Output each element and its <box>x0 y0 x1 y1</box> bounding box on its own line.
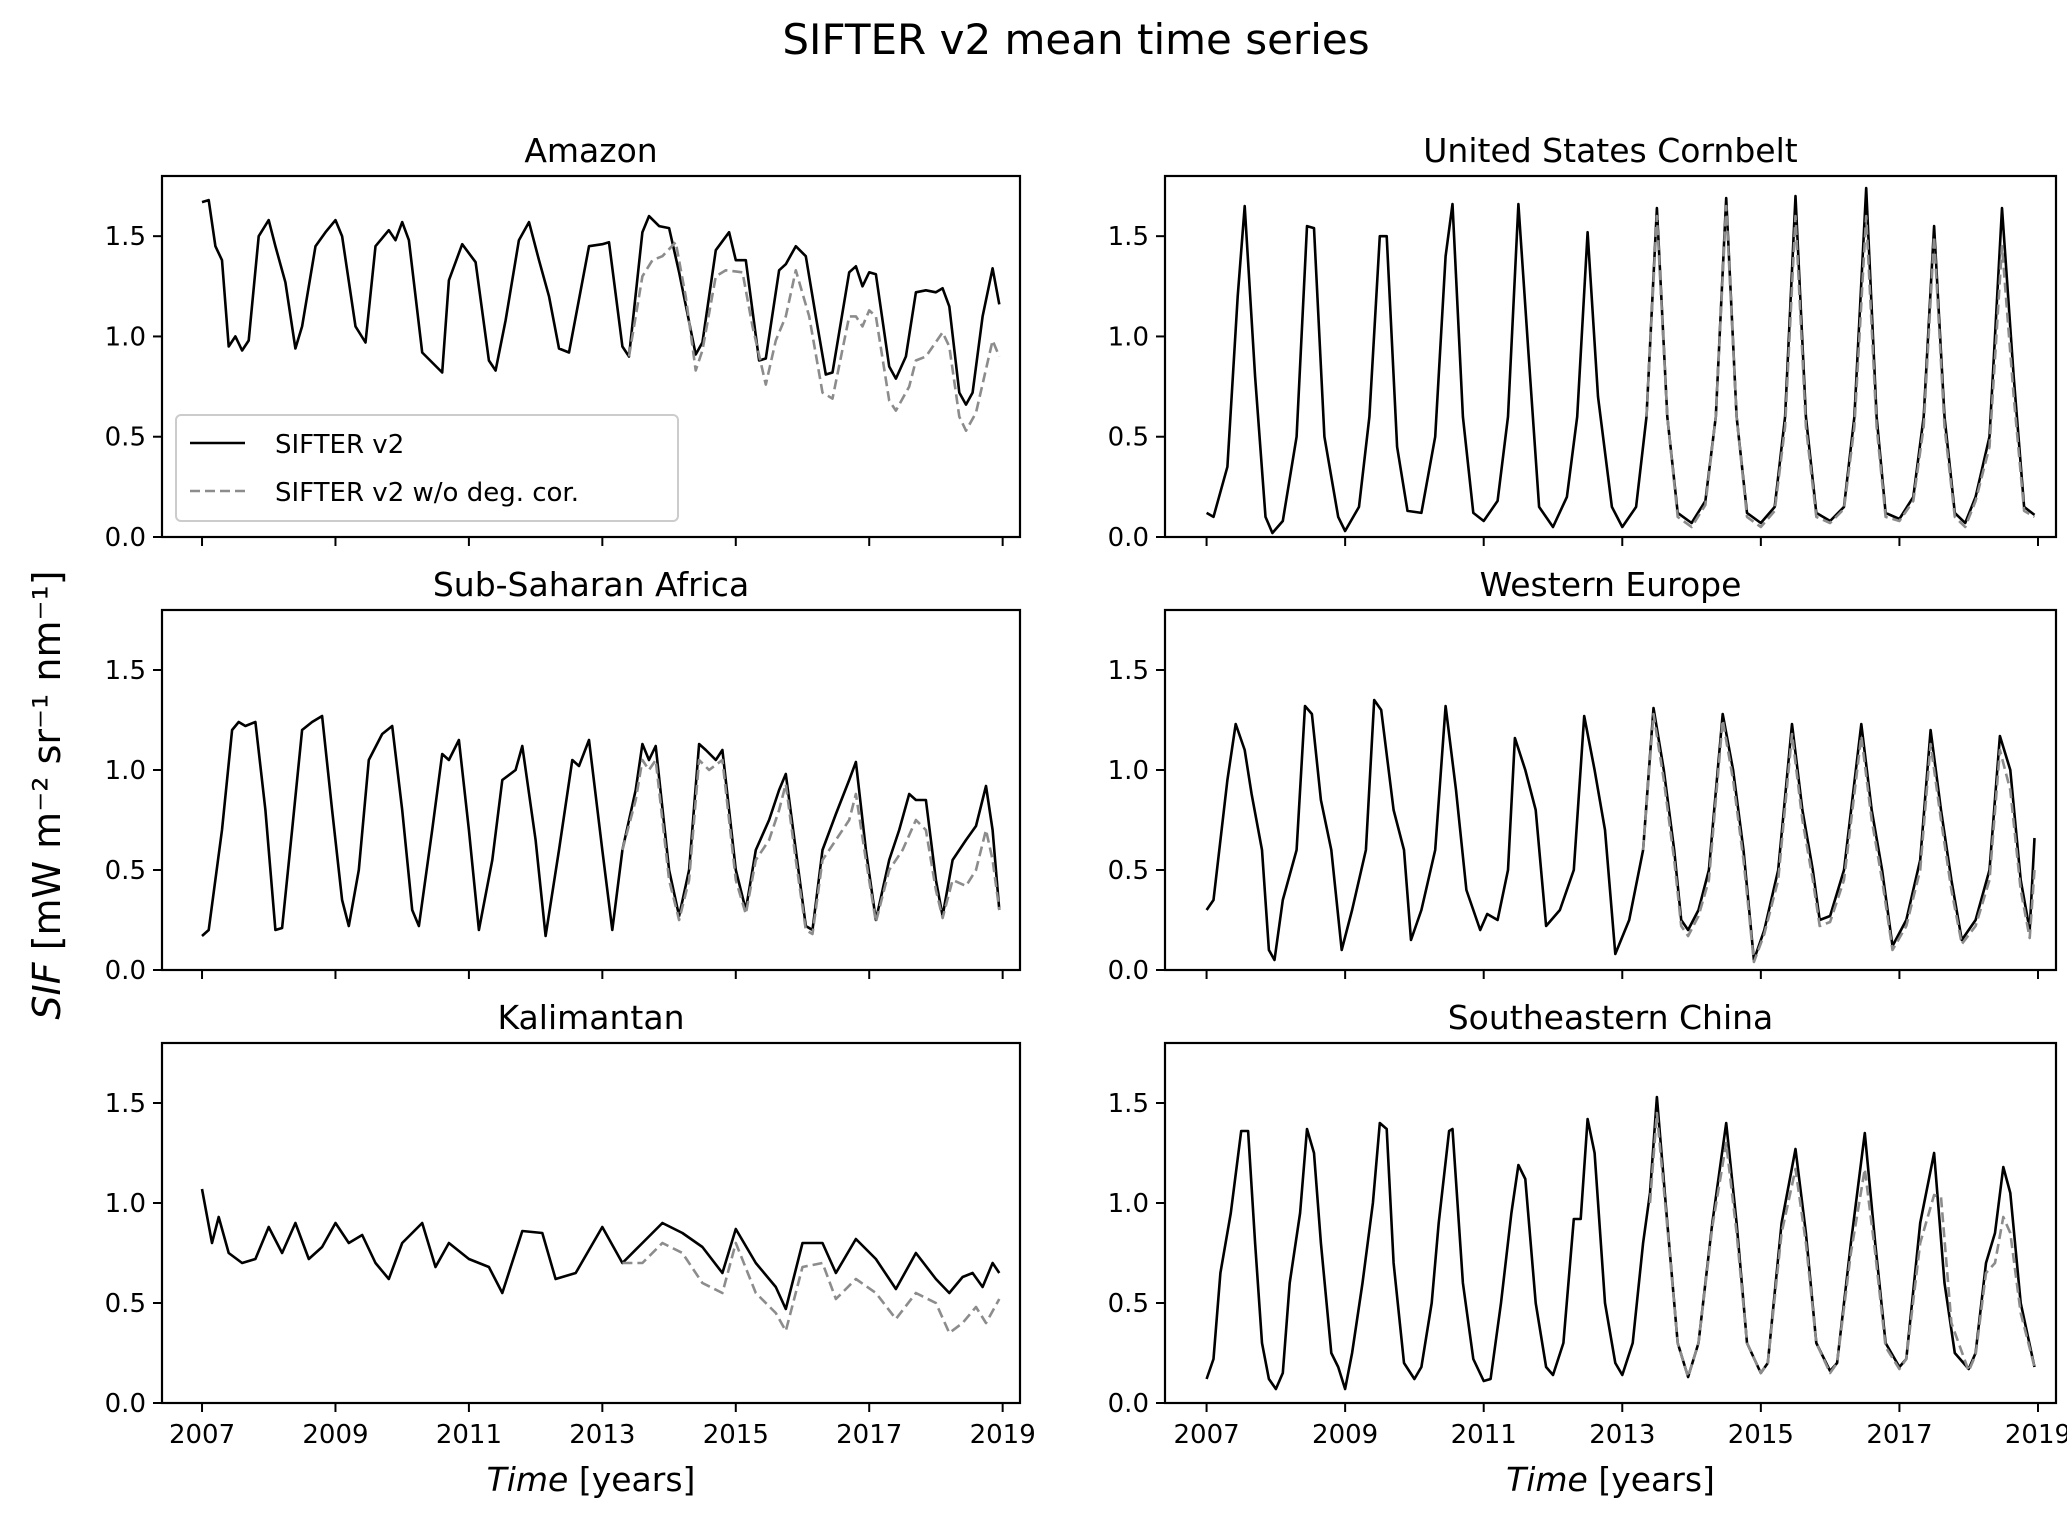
legend-label: SIFTER v2 <box>275 430 404 460</box>
y-tick-label: 1.5 <box>105 656 146 686</box>
x-axis-label: Time [years] <box>1506 1460 1715 1499</box>
legend-label: SIFTER v2 w/o deg. cor. <box>275 478 579 508</box>
y-tick-label: 1.5 <box>105 1089 146 1119</box>
x-tick-label: 2017 <box>1866 1420 1932 1450</box>
x-tick-label: 2017 <box>836 1420 902 1450</box>
x-tick-label: 2011 <box>1451 1420 1517 1450</box>
series-line-sifter-v2 <box>1205 1095 2036 1391</box>
panel-title: Kalimantan <box>498 998 685 1037</box>
x-tick-label: 2019 <box>970 1420 1036 1450</box>
x-tick-label: 2007 <box>169 1420 235 1450</box>
y-tick-label: 0.0 <box>1108 523 1149 553</box>
y-tick-label: 1.0 <box>105 756 146 786</box>
series-line-sifter-v2-no-deg-cor <box>1645 204 2036 529</box>
y-tick-label: 0.5 <box>105 856 146 886</box>
y-tick-label: 1.5 <box>1108 222 1149 252</box>
panel-united-states-cornbelt: United States Cornbelt 0.0 0.5 1.0 1.5 <box>1108 131 2058 553</box>
panel-title: Sub-Saharan Africa <box>433 565 749 604</box>
x-tick-label: 2009 <box>302 1420 368 1450</box>
panel-title: Amazon <box>524 131 657 170</box>
x-tick-label: 2013 <box>1589 1420 1655 1450</box>
x-axis-label-italic: Time <box>487 1460 569 1499</box>
x-axis-label-units: [years] <box>1588 1460 1715 1499</box>
x-tick-label: 2013 <box>569 1420 635 1450</box>
y-tick-label: 0.5 <box>105 1289 146 1319</box>
y-tick-label: 0.5 <box>1108 1289 1149 1319</box>
axes-frame <box>1163 174 2058 539</box>
legend-box <box>175 414 679 522</box>
series-line-sifter-v2-no-deg-cor <box>622 1241 1001 1335</box>
x-axis-label-italic: Time <box>1506 1460 1588 1499</box>
panel-kalimantan: Kalimantan 0.0 0.5 1.0 1.5 2007 2009 2011 2013 20… <box>105 998 1036 1499</box>
y-tick-label: 0.5 <box>105 423 146 453</box>
y-tick-label: 1.5 <box>1108 656 1149 686</box>
y-tick-label: 1.0 <box>1108 1189 1149 1219</box>
y-tick-label: 0.0 <box>1108 956 1149 986</box>
y-tick-label: 1.0 <box>105 1189 146 1219</box>
axes-frame <box>160 1041 1022 1405</box>
y-tick-label: 1.5 <box>105 222 146 252</box>
axes-frame <box>160 608 1022 972</box>
y-tick-label: 0.0 <box>105 956 146 986</box>
x-axis-label: Time [years] <box>487 1460 696 1499</box>
panel-sub-saharan-africa: Sub-Saharan Africa 0.0 0.5 1.0 1.5 <box>105 565 1022 986</box>
y-tick-label: 0.0 <box>1108 1389 1149 1419</box>
y-tick-label: 1.5 <box>1108 1089 1149 1119</box>
series-line-sifter-v2 <box>200 1188 1001 1311</box>
x-tick-label: 2015 <box>1728 1420 1794 1450</box>
panel-title: Southeastern China <box>1448 998 1774 1037</box>
panel-amazon: Amazon 0.0 0.5 1.0 1.5 SIFTER v2 SIFTER v2 w/o… <box>105 131 1022 553</box>
x-tick-label: 2007 <box>1173 1420 1239 1450</box>
series-line-sifter-v2-no-deg-cor <box>1648 1111 2036 1379</box>
axes-frame <box>1163 608 2058 972</box>
x-tick-label: 2011 <box>436 1420 502 1450</box>
series-line-sifter-v2-no-deg-cor <box>1641 712 2036 964</box>
axes-frame <box>1163 1041 2058 1405</box>
series-line-sifter-v2-no-deg-cor <box>627 240 1001 432</box>
series-line-sifter-v2 <box>1205 186 2036 535</box>
x-tick-label: 2009 <box>1312 1420 1378 1450</box>
legend: SIFTER v2 SIFTER v2 w/o deg. cor. <box>175 414 679 522</box>
y-tick-label: 1.0 <box>105 322 146 352</box>
y-tick-label: 0.0 <box>105 1389 146 1419</box>
y-tick-label: 0.5 <box>1108 856 1149 886</box>
y-axis-label: SIF [mW m⁻² sr⁻¹ nm⁻¹] <box>25 570 69 1019</box>
panel-title: Western Europe <box>1480 565 1742 604</box>
y-axis-label-italic: SIF <box>25 961 69 1019</box>
x-tick-label: 2019 <box>2005 1420 2067 1450</box>
figure-title: SIFTER v2 mean time series <box>782 15 1369 64</box>
y-tick-label: 1.0 <box>1108 322 1149 352</box>
series-line-sifter-v2 <box>201 198 1001 406</box>
x-tick-label: 2015 <box>703 1420 769 1450</box>
series-line-sifter-v2-no-deg-cor <box>621 758 1001 936</box>
series-line-sifter-v2 <box>1205 698 2036 962</box>
x-axis-label-units: [years] <box>568 1460 695 1499</box>
panel-title: United States Cornbelt <box>1423 131 1798 170</box>
panel-southeastern-china: Southeastern China 0.0 0.5 1.0 1.5 2007 2009 20… <box>1108 998 2067 1499</box>
y-axis-label-units: [mW m⁻² sr⁻¹ nm⁻¹] <box>25 570 69 962</box>
y-tick-label: 0.0 <box>105 523 146 553</box>
panel-western-europe: Western Europe 0.0 0.5 1.0 1.5 <box>1108 565 2058 986</box>
axes-frame <box>160 174 1022 539</box>
y-tick-label: 0.5 <box>1108 423 1149 453</box>
y-tick-label: 1.0 <box>1108 756 1149 786</box>
